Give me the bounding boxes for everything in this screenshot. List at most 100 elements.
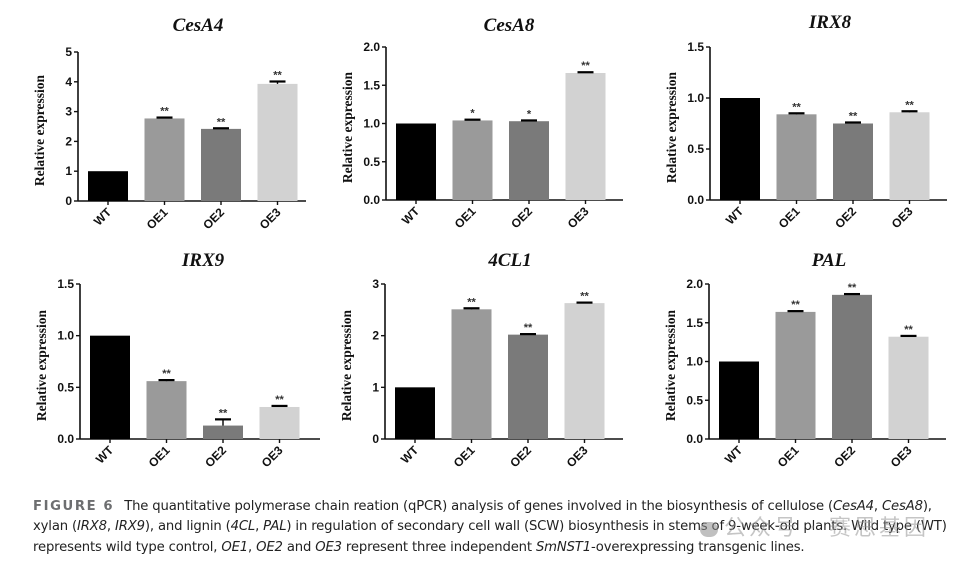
significance-marker: ** <box>219 407 228 419</box>
significance-marker: ** <box>467 296 476 308</box>
y-tick-label: 0.5 <box>686 393 703 407</box>
x-tick-label: OE2 <box>202 443 229 470</box>
chart-title: IRX8 <box>808 12 852 33</box>
y-tick-label: 1.0 <box>686 355 703 369</box>
x-tick-label: OE3 <box>564 443 591 470</box>
bar-wt <box>396 123 436 200</box>
significance-marker: ** <box>162 368 171 380</box>
caption-italic-term: CesA8 <box>881 499 923 514</box>
y-tick-label: 0.5 <box>363 155 380 169</box>
bar-oe2 <box>508 334 548 439</box>
chart-title: IRX9 <box>181 250 225 271</box>
x-tick-label: WT <box>93 443 117 467</box>
x-tick-label: OE1 <box>452 204 479 231</box>
caption-italic-term: IRX8 <box>77 519 107 535</box>
bar-oe1 <box>144 118 185 201</box>
y-axis-label: Relative expression <box>664 71 679 183</box>
significance-marker: ** <box>217 116 226 128</box>
caption-segment: The quantitative polymerase chain reatio… <box>124 499 833 514</box>
y-tick-label: 0.0 <box>687 193 704 207</box>
chart-title: 4CL1 <box>487 250 531 271</box>
y-axis-label: Relative expression <box>34 309 49 421</box>
y-tick-label: 0 <box>372 432 379 446</box>
x-tick-label: OE1 <box>144 205 171 232</box>
y-axis-label: Relative expression <box>663 309 678 421</box>
bar-oe2 <box>203 425 243 439</box>
bar-oe3 <box>888 336 929 439</box>
bar-wt <box>720 98 760 200</box>
y-tick-label: 1 <box>372 380 379 394</box>
significance-marker: ** <box>581 60 590 72</box>
y-axis-label: Relative expression <box>340 71 355 183</box>
y-tick-label: 0 <box>65 194 72 208</box>
caption-segment: ), xylan ( <box>33 499 932 535</box>
x-tick-label: OE2 <box>508 204 535 231</box>
x-tick-label: OE3 <box>259 443 286 470</box>
significance-marker: ** <box>275 394 284 406</box>
significance-marker: ** <box>160 106 169 118</box>
caption-segment: -overexpressing transgenic lines. <box>590 539 805 555</box>
significance-marker: ** <box>849 110 858 122</box>
chart-panel-irx8: IRX8 Relative expression 0.0 0.5 1.0 1.5 WT ** O… <box>664 12 947 231</box>
bar-oe1 <box>452 120 493 200</box>
bar-oe2 <box>201 128 241 201</box>
x-tick-label: WT <box>722 443 746 467</box>
bar-oe2 <box>833 123 873 200</box>
caption-italic-term: 4CL <box>230 519 256 535</box>
bar-wt <box>395 387 435 439</box>
chart-panel-irx9: IRX9 Relative expression 0.0 0.5 1.0 1.5 WT ** O… <box>34 250 320 470</box>
x-tick-label: OE1 <box>775 443 802 470</box>
y-tick-label: 3 <box>372 277 379 291</box>
x-tick-label: OE2 <box>200 205 227 232</box>
chart-title: PAL <box>811 250 846 271</box>
x-tick-label: WT <box>399 204 423 228</box>
caption-segment: represent three independent <box>341 539 536 555</box>
significance-marker: ** <box>904 324 913 336</box>
bar-wt <box>90 335 130 439</box>
bar-oe3 <box>257 83 298 201</box>
chart-panel-pal: PAL Relative expression 0.0 0.5 1.0 1.5 2.0 WT *… <box>663 250 946 470</box>
significance-marker: ** <box>905 99 914 111</box>
bar-oe1 <box>775 311 816 439</box>
x-tick-label: WT <box>398 443 422 467</box>
x-tick-label: OE1 <box>451 443 478 470</box>
caption-segment: , <box>248 539 257 555</box>
y-axis-label: Relative expression <box>339 309 354 421</box>
y-tick-label: 0.5 <box>687 142 704 156</box>
chart-panel-4cl1: 4CL1 Relative expression 0 1 2 3 WT ** OE1 ** OE2 *… <box>339 250 623 470</box>
bar-wt <box>719 361 759 439</box>
y-tick-label: 4 <box>65 75 72 89</box>
y-tick-label: 0.5 <box>57 380 74 394</box>
y-tick-label: 5 <box>65 45 72 59</box>
x-tick-label: OE3 <box>889 204 916 231</box>
caption-italic-term: OE2 <box>256 539 283 555</box>
figure-caption: FIGURE 6 The quantitative polymerase chai… <box>33 497 963 558</box>
caption-italic-term: OE1 <box>221 539 249 555</box>
caption-segment: ) in regulation of secondary cell wall (… <box>33 519 947 555</box>
x-tick-label: WT <box>723 204 747 228</box>
significance-marker: * <box>470 108 475 120</box>
significance-marker: ** <box>273 70 282 82</box>
caption-text: The quantitative polymerase chain reatio… <box>33 499 947 555</box>
significance-marker: ** <box>524 322 533 334</box>
significance-marker: ** <box>792 101 801 113</box>
y-tick-label: 1.5 <box>363 78 380 92</box>
bar-oe1 <box>451 309 492 439</box>
significance-marker: ** <box>791 299 800 311</box>
significance-marker: ** <box>580 291 589 303</box>
bar-oe3 <box>564 303 605 439</box>
caption-italic-term: IRX9 <box>114 519 145 535</box>
x-tick-label: OE1 <box>146 443 173 470</box>
x-tick-label: OE1 <box>776 204 803 231</box>
x-tick-label: OE3 <box>888 443 915 470</box>
caption-segment: , <box>873 499 882 514</box>
y-tick-label: 1.0 <box>363 117 380 131</box>
x-tick-label: OE2 <box>832 204 859 231</box>
y-tick-label: 2 <box>372 329 379 343</box>
x-tick-label: OE3 <box>565 204 592 231</box>
y-tick-label: 3 <box>65 105 72 119</box>
y-tick-label: 1.5 <box>687 40 704 54</box>
caption-segment: ), and lignin ( <box>144 519 231 535</box>
chart-title: CesA4 <box>173 15 224 36</box>
significance-marker: ** <box>848 282 857 294</box>
